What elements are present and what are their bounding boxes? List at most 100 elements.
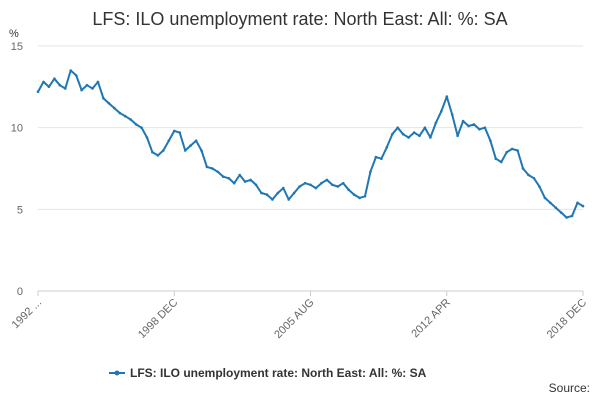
data-point	[418, 134, 421, 138]
data-point	[238, 173, 241, 177]
data-point	[374, 155, 378, 159]
x-axis: 1992 ... 1998 DEC 2005 AUG 2012 APR 2018 DEC	[10, 290, 589, 341]
data-point	[47, 85, 51, 89]
data-point	[254, 183, 258, 187]
data-point	[521, 167, 525, 170]
data-point	[516, 149, 519, 152]
data-point	[85, 83, 89, 87]
y-tick-label: 0	[17, 286, 23, 298]
data-point	[53, 77, 56, 80]
data-point	[42, 80, 45, 84]
data-point	[151, 150, 154, 154]
data-point	[347, 188, 350, 191]
gridlines	[38, 45, 583, 210]
data-point	[510, 147, 514, 151]
data-point	[369, 170, 372, 174]
data-point	[74, 74, 78, 77]
data-point	[140, 126, 143, 129]
data-point	[102, 97, 105, 100]
data-point	[440, 110, 443, 113]
data-point	[401, 132, 405, 136]
data-point	[173, 129, 176, 133]
data-point	[287, 198, 291, 201]
data-point	[467, 124, 470, 128]
data-point	[396, 126, 400, 129]
data-point	[331, 183, 334, 187]
data-point	[189, 144, 192, 147]
data-point	[276, 191, 280, 195]
data-point	[36, 90, 40, 93]
data-point	[292, 191, 296, 195]
data-point	[423, 126, 427, 129]
data-point	[271, 198, 274, 201]
data-point	[156, 154, 160, 157]
data-point	[549, 201, 552, 205]
data-point	[118, 111, 122, 115]
data-point	[559, 211, 563, 214]
data-point	[565, 216, 568, 219]
data-point	[478, 128, 481, 131]
data-point	[200, 149, 203, 152]
data-point	[96, 80, 100, 84]
x-tick-label: 1998 DEC	[136, 297, 180, 341]
data-point	[194, 139, 198, 142]
data-point	[407, 136, 410, 139]
data-point	[107, 101, 111, 105]
data-point	[570, 214, 574, 218]
data-point	[363, 195, 367, 198]
y-axis-unit-label: %	[9, 28, 19, 40]
y-tick-label: 15	[11, 41, 23, 53]
y-tick-label: 5	[17, 204, 23, 216]
y-tick-label: 10	[11, 123, 23, 135]
x-tick-label: 1992 ...	[10, 297, 44, 331]
data-point	[113, 106, 116, 110]
data-point	[581, 204, 585, 208]
data-point	[205, 165, 209, 169]
data-point	[282, 186, 285, 190]
data-point	[472, 123, 476, 126]
data-point	[145, 136, 149, 139]
data-point	[380, 157, 383, 160]
legend-label: LFS: ILO unemployment rate: North East: …	[130, 366, 427, 380]
chart-title: LFS: ILO unemployment rate: North East: …	[92, 9, 507, 29]
data-point	[222, 175, 225, 178]
data-point	[80, 88, 83, 92]
data-point	[445, 95, 449, 98]
data-point	[325, 178, 329, 182]
data-point	[162, 149, 165, 152]
data-point	[314, 186, 318, 190]
data-point	[494, 157, 498, 160]
data-point	[391, 132, 394, 136]
data-point	[249, 178, 252, 182]
data-point	[309, 183, 312, 187]
data-point	[532, 177, 536, 180]
data-point	[227, 177, 231, 180]
data-point	[352, 193, 356, 196]
data-point	[434, 121, 438, 125]
data-point	[500, 160, 503, 164]
data-point	[429, 136, 432, 139]
data-point	[527, 173, 530, 177]
data-point	[358, 196, 361, 200]
data-point	[461, 119, 465, 123]
data-point	[576, 201, 579, 205]
data-point	[303, 181, 307, 185]
data-point	[265, 193, 269, 196]
legend[interactable]: LFS: ILO unemployment rate: North East: …	[109, 366, 427, 380]
data-point	[260, 191, 263, 195]
data-point	[554, 206, 558, 209]
data-point	[243, 180, 247, 183]
data-point	[64, 87, 67, 90]
legend-dot-marker	[114, 370, 120, 376]
data-point	[320, 181, 323, 185]
data-point	[178, 131, 181, 134]
data-point	[538, 185, 541, 188]
data-point	[134, 123, 138, 126]
data-point	[505, 150, 509, 154]
x-tick-label: 2012 APR	[409, 297, 453, 341]
data-point	[456, 134, 459, 138]
data-point	[412, 131, 416, 134]
series-line	[37, 69, 584, 219]
data-point	[450, 113, 454, 116]
